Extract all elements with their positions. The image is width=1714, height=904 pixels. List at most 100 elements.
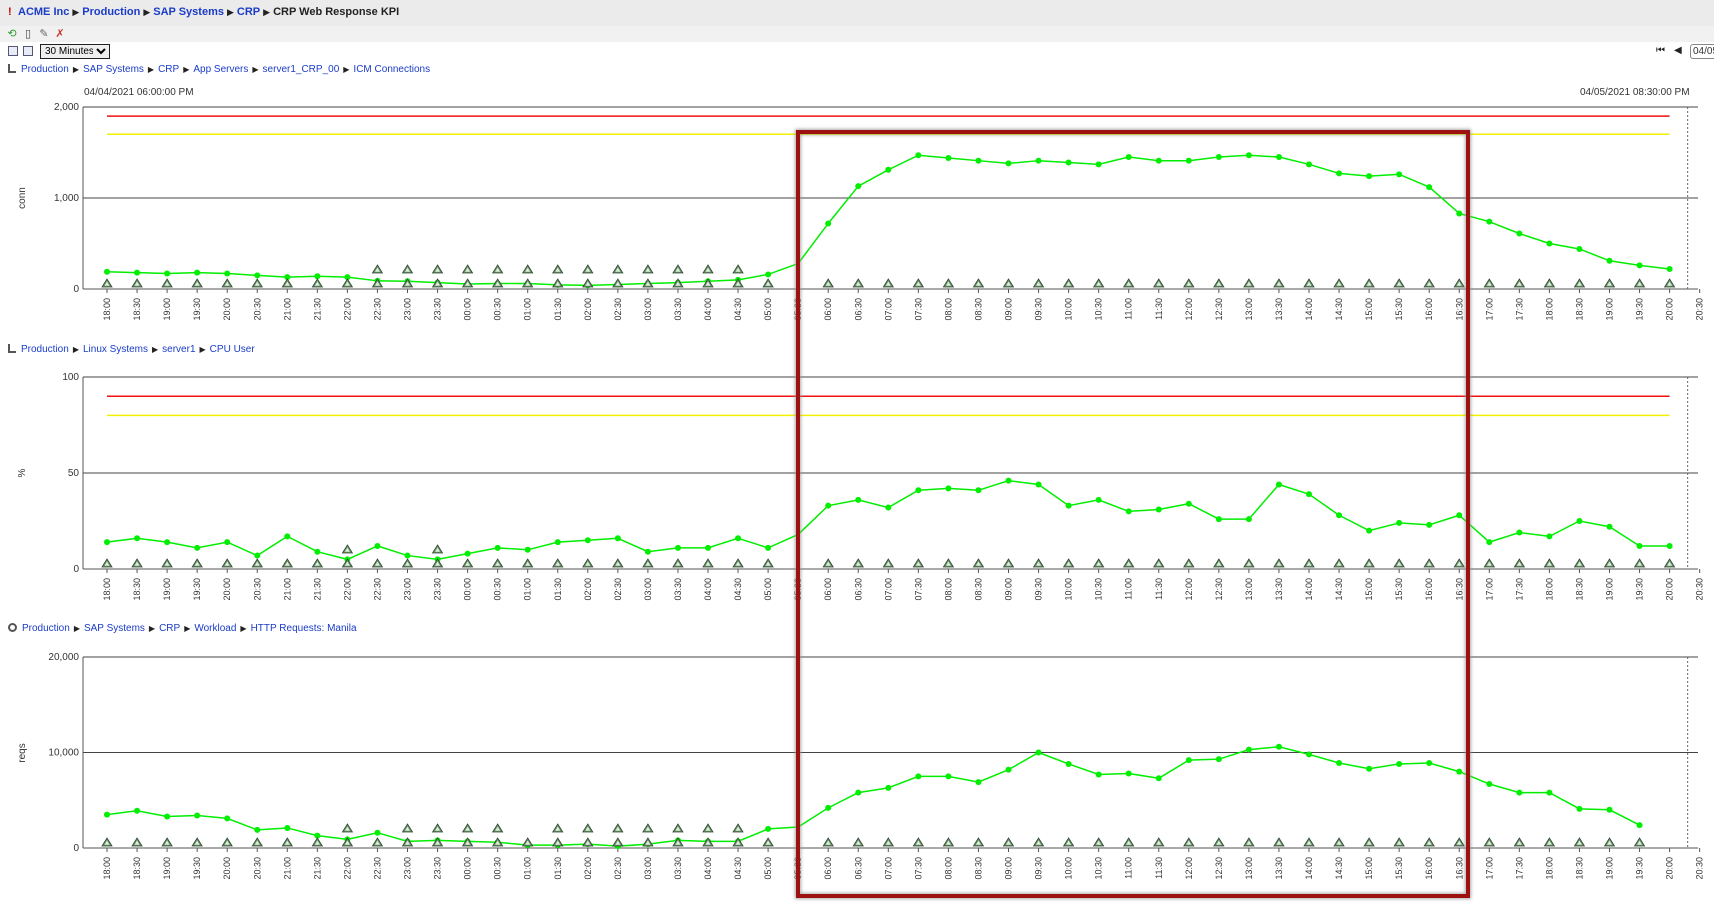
chart1-crumb[interactable]: Production bbox=[21, 64, 69, 75]
chart3-alert-marker-high-inner bbox=[495, 826, 501, 831]
chart2-data-point bbox=[1576, 518, 1583, 524]
chart1-data-point bbox=[945, 154, 952, 161]
chart1-crumb[interactable]: server1_CRP_00 bbox=[262, 64, 340, 75]
previous-page-icon[interactable]: ◀ bbox=[1674, 45, 1682, 56]
chart3-alert-marker bbox=[642, 837, 654, 847]
chart2-x-tick-label: 10:00 bbox=[1064, 578, 1074, 601]
chart1-x-tick-label: 04:30 bbox=[733, 298, 743, 321]
chart2-data-point bbox=[1486, 539, 1493, 546]
chart1-alert-marker bbox=[1303, 278, 1315, 288]
chart3-data-point bbox=[765, 825, 772, 832]
chart2-crumb[interactable]: Linux Systems bbox=[82, 344, 148, 355]
chart2-x-tick-label: 10:30 bbox=[1094, 578, 1104, 601]
delete-icon[interactable]: ▯ bbox=[24, 27, 32, 40]
chart2-alert-marker bbox=[1423, 558, 1435, 568]
chart2-x-tick-label: 04:30 bbox=[733, 578, 743, 601]
chart1-x-tick-label: 06:30 bbox=[853, 298, 863, 321]
chart3-crumb[interactable]: HTTP Requests: Manila bbox=[250, 623, 357, 634]
chart3-y-tick-label: 20,000 bbox=[48, 652, 79, 663]
chart1-alert-marker bbox=[822, 278, 834, 288]
chart1-crumb[interactable]: App Servers bbox=[193, 64, 249, 75]
edit-icon[interactable]: ✎ bbox=[39, 27, 49, 40]
chart3-crumb[interactable]: CRP bbox=[159, 623, 181, 634]
chart3-alert-marker-inner bbox=[1156, 840, 1162, 845]
chart2-alert-marker bbox=[1663, 558, 1676, 568]
chart3-alert-marker-inner bbox=[975, 840, 981, 845]
chart3-alert-marker-inner bbox=[104, 840, 110, 845]
chart1-alert-marker bbox=[251, 278, 263, 288]
chart2-alert-marker-inner bbox=[1607, 561, 1612, 566]
chart2-crumb[interactable]: CPU User bbox=[209, 344, 255, 355]
refresh-icon[interactable]: ⟲ bbox=[7, 27, 17, 40]
chart3-alert-marker-inner bbox=[675, 840, 681, 845]
chart3-x-tick-label: 13:30 bbox=[1274, 857, 1284, 880]
chart1-crumb[interactable]: ICM Connections bbox=[353, 64, 431, 75]
chart1-alert-marker-inner bbox=[1486, 281, 1492, 286]
chart3-alert-marker bbox=[1513, 837, 1526, 847]
chart1-alert-marker bbox=[1393, 278, 1405, 288]
chart1-alert-marker bbox=[942, 278, 955, 288]
chart1-x-tick-label: 10:00 bbox=[1064, 298, 1074, 321]
chart3-alert-marker bbox=[1122, 837, 1135, 847]
chart1-y-tick-label: 1,000 bbox=[54, 193, 79, 204]
date-input[interactable]: 04/05 bbox=[1690, 44, 1714, 59]
breadcrumb-separator-icon: ▶ bbox=[343, 65, 350, 74]
chart1-crumb[interactable]: SAP Systems bbox=[82, 64, 144, 75]
chart2-alert-marker bbox=[461, 558, 474, 568]
chart3-alert-marker bbox=[431, 837, 444, 847]
chart3-data-point bbox=[1035, 749, 1042, 756]
chart1-alert-marker bbox=[1513, 278, 1526, 288]
chart3-alert-marker bbox=[1573, 837, 1586, 847]
grid-view-icon[interactable] bbox=[8, 46, 18, 56]
chart2-alert-marker-inner bbox=[1096, 561, 1102, 566]
chart1-x-tick-label: 12:30 bbox=[1214, 298, 1224, 321]
chart-view-icon[interactable] bbox=[23, 46, 33, 56]
chart3-data-point bbox=[1396, 760, 1403, 767]
chart1-alert-marker bbox=[1002, 278, 1015, 288]
breadcrumb-separator-icon: ▶ bbox=[143, 7, 151, 17]
chart1-alert-marker bbox=[161, 278, 173, 288]
chart2-alert-marker-inner bbox=[194, 561, 200, 566]
chart1-alert-marker-inner bbox=[945, 281, 951, 286]
first-page-icon[interactable]: ⏮ bbox=[1656, 45, 1665, 56]
chart1-alert-marker-inner bbox=[1006, 281, 1011, 286]
chart1-alert-marker-inner bbox=[405, 281, 410, 286]
chart1-x-tick-label: 20:00 bbox=[1665, 298, 1675, 321]
chart3-crumb[interactable]: Workload bbox=[194, 623, 237, 634]
chart2-data-point bbox=[1215, 516, 1222, 523]
chart1-alert-marker-inner bbox=[1096, 281, 1102, 286]
chart2-alert-marker bbox=[702, 558, 714, 568]
chart1-alert-marker-inner bbox=[1607, 281, 1612, 286]
chart2-alert-marker-inner bbox=[1066, 561, 1072, 566]
chart2-alert-marker-inner bbox=[705, 561, 711, 566]
chart1-alert-marker-high-inner bbox=[525, 267, 531, 272]
chart1-x-tick-label: 19:00 bbox=[162, 298, 172, 321]
chart2-x-tick-label: 07:00 bbox=[883, 578, 893, 601]
chart2-alert-marker-high bbox=[431, 544, 444, 554]
chart2-x-tick-label: 22:00 bbox=[342, 578, 352, 601]
chart3-alert-marker bbox=[101, 837, 113, 847]
chart2-crumb[interactable]: server1 bbox=[162, 344, 196, 355]
interval-select[interactable]: 30 Minutes bbox=[40, 44, 110, 59]
chart2-data-point bbox=[584, 537, 591, 544]
page-title: CRP Web Response KPI bbox=[273, 6, 400, 18]
chart2-data-point bbox=[765, 544, 772, 551]
chart1-alert-marker bbox=[1062, 278, 1075, 288]
chart1-alert-marker bbox=[1213, 278, 1225, 288]
chart2-crumb[interactable]: Production bbox=[21, 344, 69, 355]
breadcrumb-production[interactable]: Production bbox=[82, 6, 141, 18]
chart3-alert-marker-high bbox=[732, 823, 744, 833]
chart1-alert-marker bbox=[882, 278, 895, 288]
breadcrumb-sap-systems[interactable]: SAP Systems bbox=[153, 6, 224, 18]
chart3-crumb[interactable]: Production bbox=[22, 623, 70, 634]
chart1-crumb[interactable]: CRP bbox=[158, 64, 180, 75]
chart3-data-point bbox=[374, 829, 381, 836]
chart2-alert-marker bbox=[311, 558, 324, 568]
chart1-x-tick-label: 05:00 bbox=[763, 298, 773, 321]
chart3-crumb[interactable]: SAP Systems bbox=[83, 623, 145, 634]
pin-icon[interactable]: ✗ bbox=[55, 27, 65, 40]
chart2-x-tick-label: 13:00 bbox=[1244, 578, 1254, 601]
breadcrumb-crp[interactable]: CRP bbox=[236, 6, 261, 18]
chart2-alert-marker-inner bbox=[134, 561, 140, 566]
breadcrumb-acme[interactable]: ACME Inc bbox=[18, 6, 70, 18]
